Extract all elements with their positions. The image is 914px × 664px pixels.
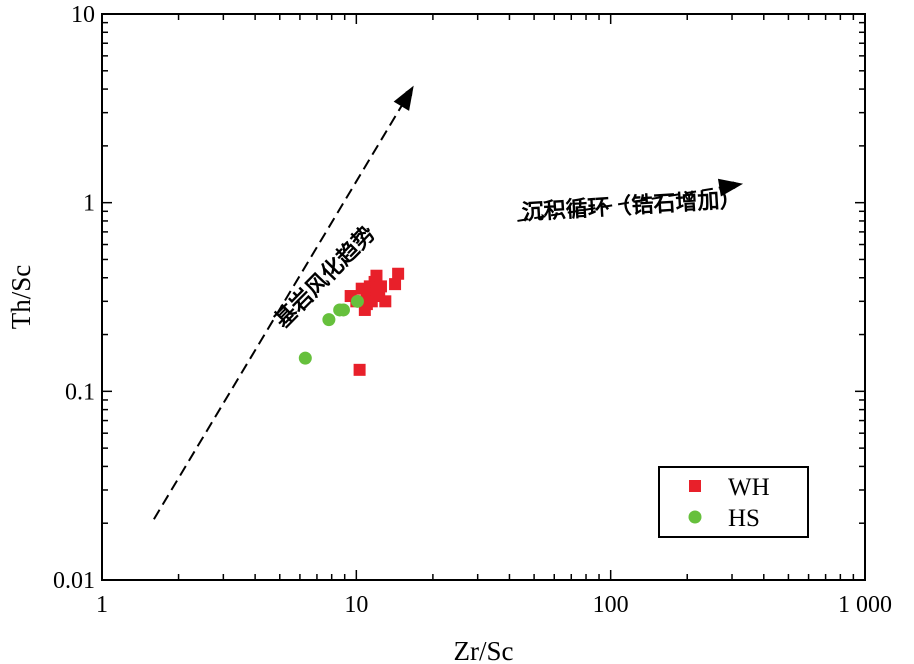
wh-point [389,278,402,291]
legend: WH HS [658,466,809,538]
arrow-head [717,178,744,197]
wh-point [370,269,383,282]
x-tick-label: 1 [96,592,108,618]
x-axis-title: Zr/Sc [454,636,514,664]
legend-label: WH [728,474,770,501]
legend-square-marker [689,480,701,492]
legend-circle-marker [688,510,702,524]
y-tick-label: 0.1 [65,379,95,405]
wh-point [353,363,366,376]
plot-frame [101,13,866,581]
wh-point [370,285,383,298]
axis-ticks [101,14,865,581]
y-tick-label: 1 [83,191,95,217]
arrow-head [393,85,414,111]
hs-point [298,351,312,365]
hs-point [336,303,350,317]
hs-point [350,294,364,308]
y-axis-title: Th/Sc [6,265,36,330]
wh-point [392,267,405,280]
legend-label: HS [728,505,760,532]
trend-arrow [517,181,742,222]
tick-labels: 1 10 100 1 000 0.01 0.1 1 10 [53,2,892,618]
x-tick-label: 1 000 [838,592,892,618]
y-tick-label: 0.01 [53,568,95,594]
hs-point [322,313,336,327]
legend-box [658,466,809,538]
wh-point [379,295,392,308]
trend-annotation: 沉积循环（锆石增加） [521,186,742,225]
data-points [298,267,405,376]
trend-arrow [153,87,413,520]
y-tick-label: 10 [71,2,95,28]
x-tick-label: 10 [344,592,368,618]
x-tick-label: 100 [593,592,629,618]
